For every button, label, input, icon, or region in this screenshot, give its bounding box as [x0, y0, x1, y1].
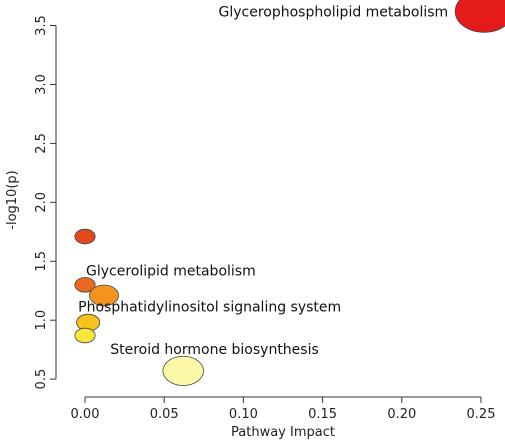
y-tick-label: 2.0: [34, 192, 49, 213]
y-axis-title: -log10(p): [5, 170, 20, 229]
y-tick-label: 0.5: [34, 369, 49, 390]
axes: Pathway Impact -log10(p) 0.00 0.05 0.10 0.1…: [5, 15, 495, 440]
x-tick-label: 0.25: [467, 407, 496, 422]
data-point[interactable]: [74, 327, 96, 344]
point-label: Steroid hormone biosynthesis: [110, 342, 319, 358]
x-tick-label: 0.10: [229, 407, 258, 422]
data-point[interactable]: [89, 284, 119, 307]
y-tick-label: 1.0: [34, 310, 49, 331]
data-points: [74, 0, 505, 386]
x-tick-label: 0.00: [71, 407, 100, 422]
y-tick-label: 3.0: [34, 74, 49, 95]
point-label: Phosphatidylinositol signaling system: [78, 300, 341, 316]
point-label: Glycerolipid metabolism: [86, 263, 256, 279]
data-point[interactable]: [162, 355, 204, 386]
x-tick-label: 0.05: [150, 407, 179, 422]
y-tick-label: 1.5: [34, 251, 49, 272]
point-labels: Glycerophospholipid metabolism Glycerolip…: [78, 4, 448, 357]
data-point[interactable]: [454, 0, 505, 33]
x-tick-label: 0.20: [387, 407, 416, 422]
data-point[interactable]: [74, 228, 96, 245]
point-label: Glycerophospholipid metabolism: [218, 4, 448, 20]
data-point[interactable]: [74, 277, 96, 293]
y-tick-label: 2.5: [34, 133, 49, 154]
x-tick-label: 0.15: [308, 407, 337, 422]
y-tick-label: 3.5: [34, 15, 49, 36]
x-axis-title: Pathway Impact: [231, 425, 335, 440]
